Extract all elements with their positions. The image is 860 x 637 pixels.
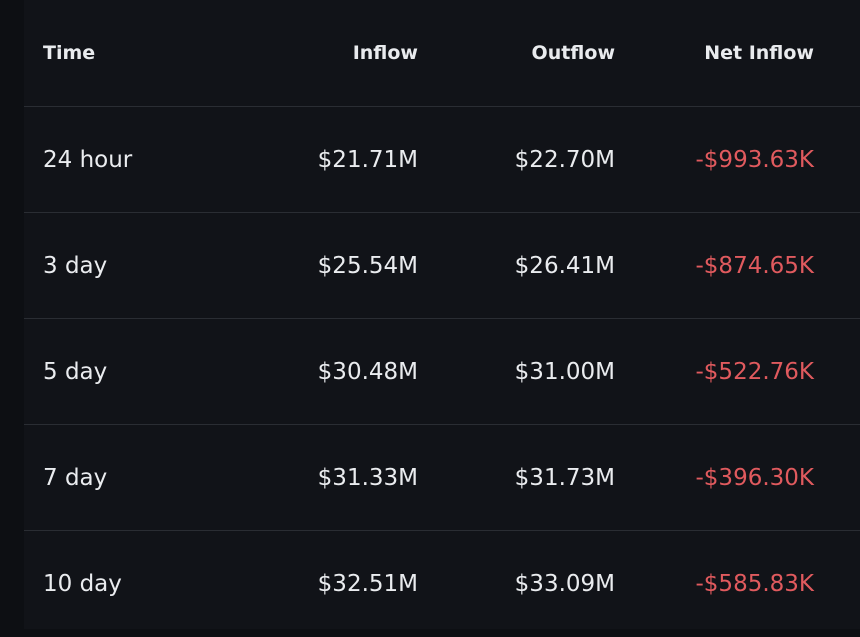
header-time: Time (43, 42, 96, 64)
cell-net-inflow: -$874.65K (695, 252, 815, 279)
table-row: 3 day $25.54M $26.41M -$874.65K (24, 213, 860, 319)
header-outflow: Outflow (531, 42, 615, 64)
cell-inflow: $21.71M (317, 146, 418, 173)
header-inflow: Inflow (352, 42, 418, 64)
cell-inflow: $31.33M (317, 464, 418, 491)
fund-flow-panel: Time Inflow Outflow Net Inflow 24 hour $… (24, 0, 860, 629)
cell-net-inflow: -$522.76K (695, 358, 815, 385)
cell-outflow: $31.00M (514, 358, 615, 385)
cell-inflow: $25.54M (317, 252, 418, 279)
cell-time: 3 day (43, 252, 108, 279)
cell-time: 24 hour (43, 146, 133, 173)
table-row: 10 day $32.51M $33.09M -$585.83K (24, 531, 860, 637)
cell-outflow: $26.41M (514, 252, 615, 279)
cell-inflow: $32.51M (317, 571, 418, 597)
cell-net-inflow: -$993.63K (695, 146, 815, 173)
cell-time: 5 day (43, 358, 108, 385)
table-header-row: Time Inflow Outflow Net Inflow (24, 0, 860, 107)
cell-outflow: $33.09M (514, 571, 615, 597)
cell-time: 7 day (43, 464, 108, 491)
cell-outflow: $31.73M (514, 464, 615, 491)
header-net-inflow: Net Inflow (704, 42, 814, 64)
table-row: 24 hour $21.71M $22.70M -$993.63K (24, 107, 860, 213)
fund-flow-table: Time Inflow Outflow Net Inflow 24 hour $… (24, 0, 860, 637)
table-row: 5 day $30.48M $31.00M -$522.76K (24, 319, 860, 425)
table-row: 7 day $31.33M $31.73M -$396.30K (24, 425, 860, 531)
cell-net-inflow: -$396.30K (695, 464, 815, 491)
cell-net-inflow: -$585.83K (695, 571, 815, 597)
cell-outflow: $22.70M (514, 146, 615, 173)
cell-time: 10 day (43, 571, 122, 597)
cell-inflow: $30.48M (317, 358, 418, 385)
